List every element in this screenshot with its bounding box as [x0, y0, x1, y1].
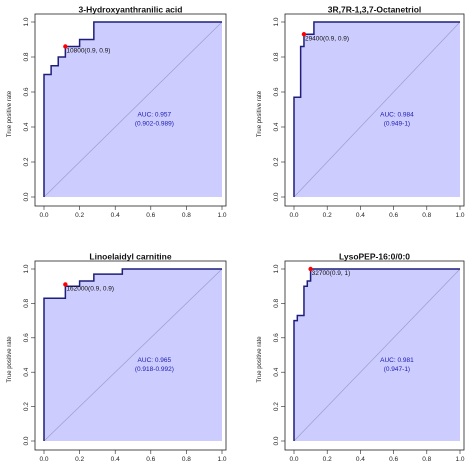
y-tick-label: 0.4 — [273, 122, 280, 131]
plot-frame — [34, 260, 227, 451]
chart-title: 3R,7R-1,3,7-Octanetriol — [328, 5, 422, 15]
x-tick-label: 0.0 — [289, 456, 298, 463]
reference-diagonal — [293, 21, 461, 198]
x-tick-label: 0.6 — [389, 212, 398, 219]
y-tick-label: 0.6 — [273, 333, 280, 342]
y-tick-label: 0.0 — [23, 192, 30, 201]
x-tick-label: 0.2 — [323, 212, 332, 219]
y-tick-label: 0.0 — [23, 436, 30, 445]
auc-ci-label: (0.918-0.992) — [135, 366, 174, 373]
y-tick-label: 0.4 — [23, 367, 30, 376]
x-tick-label: 0.6 — [146, 212, 155, 219]
auc-ci-label: (0.947-1) — [384, 366, 410, 373]
threshold-label: 10800(0.9, 0.9) — [66, 48, 110, 55]
y-tick-label: 0.8 — [273, 52, 280, 61]
x-tick-label: 0.4 — [111, 456, 120, 463]
x-tick-label: 0.0 — [39, 212, 48, 219]
x-tick-label: 0.0 — [39, 456, 48, 463]
y-tick-label: 0.8 — [273, 299, 280, 308]
y-axis-label: True positive rate — [7, 336, 13, 383]
roc-curve — [43, 21, 222, 197]
auc-value-label: AUC: 0.984 — [380, 112, 414, 119]
threshold-label: 29400(0.9, 0.9) — [305, 35, 349, 42]
threshold-label: 32700(0.9, 1) — [312, 270, 351, 277]
x-tick-label: 0.2 — [323, 456, 332, 463]
x-tick-label: 0.4 — [356, 456, 365, 463]
roc-curve — [43, 268, 222, 441]
y-tick-label: 0.0 — [273, 436, 280, 445]
y-tick-label: 1.0 — [273, 17, 280, 26]
y-tick-label: 0.2 — [23, 157, 30, 166]
roc-curve — [293, 268, 460, 441]
x-tick-label: 1.0 — [455, 212, 464, 219]
y-tick-label: 0.6 — [23, 333, 30, 342]
reference-diagonal — [43, 268, 223, 442]
roc-panel-4: LysoPEP-16:0/0:0 0.0 0.2 0.4 0.6 0.8 1.0 0.0 0.2… — [257, 252, 465, 464]
y-tick-label: 0.6 — [23, 87, 30, 96]
x-tick-label: 1.0 — [455, 456, 464, 463]
x-tick-label: 1.0 — [217, 456, 226, 463]
y-tick-label: 0.4 — [23, 122, 30, 131]
x-tick-label: 0.2 — [75, 212, 84, 219]
y-tick-label: 1.0 — [23, 17, 30, 26]
plot-frame — [34, 13, 227, 207]
reference-diagonal — [43, 21, 223, 198]
roc-panel-2: 3R,7R-1,3,7-Octanetriol 0.0 0.2 0.4 0.6 0.8 1.… — [257, 5, 465, 220]
x-tick-label: 0.6 — [389, 456, 398, 463]
roc-panel-3: Linoelaidyl carnitine 0.0 0.2 0.4 0.6 0.8 1.0 0… — [7, 252, 227, 464]
y-axis-label: True positive rate — [257, 90, 263, 137]
roc-curve — [293, 21, 460, 197]
chart-title: 3-Hydroxyanthranilic acid — [79, 5, 183, 15]
threshold-point — [301, 32, 307, 37]
threshold-point — [63, 282, 68, 287]
auc-value-label: AUC: 0.981 — [380, 357, 414, 364]
x-tick-label: 1.0 — [217, 212, 226, 219]
chart-title: Linoelaidyl carnitine — [89, 252, 171, 262]
y-tick-label: 1.0 — [23, 264, 30, 273]
x-tick-label: 0.6 — [146, 456, 155, 463]
x-tick-label: 0.8 — [182, 456, 191, 463]
y-tick-label: 0.2 — [23, 402, 30, 411]
x-tick-label: 0.8 — [422, 212, 431, 219]
auc-ci-label: (0.902-0.989) — [135, 121, 174, 128]
x-tick-label: 0.0 — [289, 212, 298, 219]
y-tick-label: 0.2 — [273, 157, 280, 166]
auc-value-label: AUC: 0.957 — [138, 112, 172, 119]
x-tick-label: 0.8 — [182, 212, 191, 219]
chart-title: LysoPEP-16:0/0:0 — [339, 252, 410, 262]
y-tick-label: 0.2 — [273, 402, 280, 411]
threshold-label: 162000(0.9, 0.9) — [66, 285, 114, 292]
threshold-point — [63, 44, 68, 49]
y-tick-label: 0.0 — [273, 192, 280, 201]
y-axis-label: True positive rate — [257, 336, 263, 383]
plot-frame — [284, 13, 465, 207]
y-tick-label: 0.8 — [23, 299, 30, 308]
y-tick-label: 1.0 — [273, 264, 280, 273]
threshold-point — [308, 266, 313, 272]
y-tick-label: 0.8 — [23, 52, 30, 61]
y-tick-label: 0.6 — [273, 87, 280, 96]
x-tick-label: 0.4 — [356, 212, 365, 219]
reference-diagonal — [293, 268, 461, 442]
x-tick-label: 0.8 — [422, 456, 431, 463]
roc-panel-1: 3-Hydroxyanthranilic acid 0.0 0.2 0.4 0.6 0.8… — [7, 5, 227, 220]
auc-value-label: AUC: 0.965 — [138, 357, 172, 364]
plot-frame — [284, 260, 465, 451]
y-tick-label: 0.4 — [273, 367, 280, 376]
x-tick-label: 0.2 — [75, 456, 84, 463]
y-axis-label: True positive rate — [7, 90, 13, 137]
x-tick-label: 0.4 — [111, 212, 120, 219]
auc-ci-label: (0.949-1) — [384, 121, 410, 128]
